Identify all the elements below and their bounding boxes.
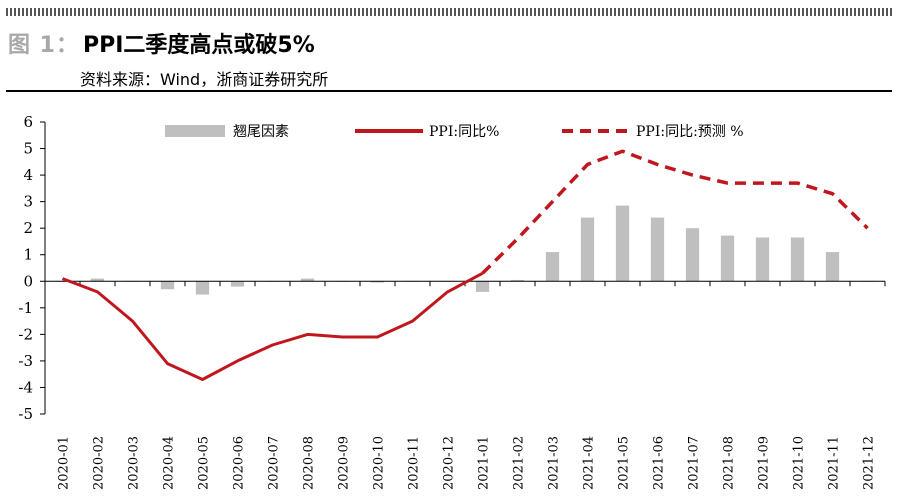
legend-label-forecast: PPI:同比:预测 %: [636, 124, 744, 140]
bar-2020-08: [300, 278, 315, 282]
legend-label-actual: PPI:同比%: [429, 124, 499, 140]
x-tick-label-2020-05: 2020-05: [197, 436, 212, 490]
x-tick-label-2021-01: 2021-01: [477, 436, 492, 490]
x-tick-label-2020-12: 2020-12: [442, 436, 457, 490]
header-hatch-bar: [6, 8, 892, 16]
bar-2020-06: [230, 281, 245, 287]
y-tick-label: -4: [18, 378, 33, 396]
x-tick-label-2021-11: 2021-11: [827, 436, 842, 490]
x-tick-label-2020-03: 2020-03: [127, 436, 142, 490]
x-tick-label-2021-07: 2021-07: [687, 436, 702, 490]
bar-2021-03: [545, 252, 560, 282]
bar-2020-10: [370, 281, 385, 283]
source-note: 资料来源：Wind，浙商证券研究所: [80, 70, 329, 89]
x-tick-label-2020-04: 2020-04: [162, 436, 177, 490]
y-tick-label: -1: [18, 299, 33, 317]
y-tick-label: 1: [23, 246, 33, 264]
x-tick-label-2021-05: 2021-05: [617, 436, 632, 490]
x-tick-label-2020-08: 2020-08: [302, 436, 317, 490]
bar-2021-07: [685, 228, 700, 282]
y-tick-label: 0: [23, 272, 33, 290]
x-tick-label-2020-01: 2020-01: [57, 436, 72, 490]
x-tick-label-2021-12: 2021-12: [862, 436, 877, 490]
x-tick-label-2021-08: 2021-08: [722, 436, 737, 490]
y-tick-label: 6: [23, 113, 33, 131]
bar-2021-06: [650, 217, 665, 282]
x-tick-label-2020-10: 2020-10: [372, 436, 387, 490]
y-tick-label: 5: [23, 140, 33, 158]
bar-2021-04: [580, 217, 595, 282]
figure-label: 图 1：: [8, 33, 79, 58]
x-tick-label-2020-11: 2020-11: [407, 436, 422, 490]
figure-header: 图 1： PPI二季度高点或破5%: [8, 26, 888, 60]
figure-title: PPI二季度高点或破5%: [82, 33, 315, 58]
bar-2021-05: [615, 205, 630, 282]
bar-2020-04: [160, 281, 175, 290]
line-series-actual: [61, 271, 484, 381]
x-tick-label-2020-07: 2020-07: [267, 436, 282, 490]
x-tick-label-2021-10: 2021-10: [792, 436, 807, 490]
y-tick-label: -2: [18, 325, 33, 343]
bar-2020-02: [90, 278, 105, 282]
x-tick-label-2021-09: 2021-09: [757, 436, 772, 490]
bar-2021-09: [755, 237, 770, 282]
bar-2021-10: [790, 237, 805, 282]
y-tick-label: -5: [18, 405, 33, 423]
x-tick-label-2021-02: 2021-02: [512, 436, 527, 490]
x-tick-label-2021-06: 2021-06: [652, 436, 667, 490]
x-tick-label-2020-06: 2020-06: [232, 436, 247, 490]
x-tick-label-2021-04: 2021-04: [582, 436, 597, 490]
bar-2021-08: [720, 235, 735, 282]
line-series-forecast: [481, 149, 869, 275]
x-tick-label-2020-02: 2020-02: [92, 436, 107, 490]
y-tick-label: 3: [23, 193, 33, 211]
legend-label-bar: 翘尾因素: [233, 124, 289, 140]
y-tick-label: 2: [23, 219, 33, 237]
x-tick-label-2021-03: 2021-03: [547, 436, 562, 490]
bar-2021-02: [510, 279, 525, 282]
bar-2021-11: [825, 252, 840, 282]
legend-swatch-bar: [165, 125, 225, 137]
y-tick-label: -3: [18, 352, 33, 370]
y-tick-label: 4: [23, 166, 33, 184]
x-tick-label-2020-09: 2020-09: [337, 436, 352, 490]
bar-2020-05: [195, 281, 210, 295]
bar-2021-01: [475, 281, 490, 292]
header-rule: [6, 90, 892, 92]
